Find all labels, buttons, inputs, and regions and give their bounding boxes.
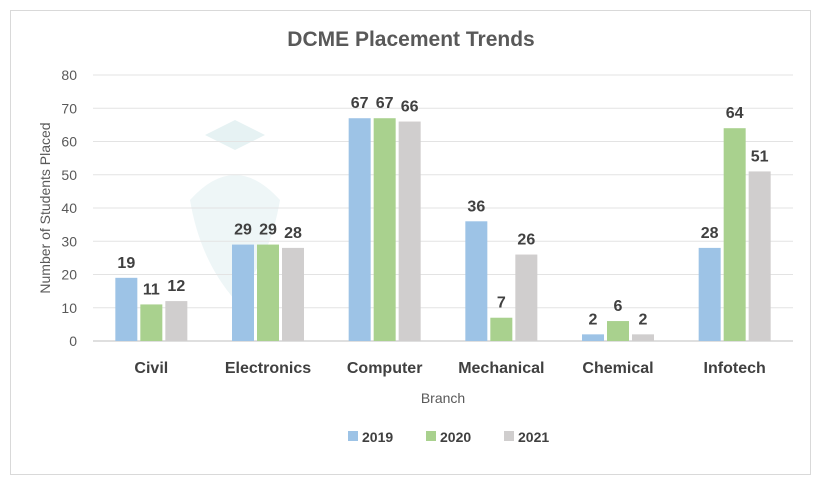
legend-label-2021: 2021 xyxy=(518,429,549,445)
y-tick-label: 10 xyxy=(61,300,77,316)
chart-frame xyxy=(10,10,811,475)
bar-2021-chemical xyxy=(632,334,654,341)
bar-2020-computer xyxy=(373,118,396,341)
data-label: 11 xyxy=(143,281,160,298)
bar-2019-electronics xyxy=(232,244,254,341)
x-tick-label: Mechanical xyxy=(458,360,544,377)
data-label: 28 xyxy=(701,225,719,242)
y-tick-label: 20 xyxy=(61,267,77,283)
y-tick-label: 30 xyxy=(61,233,77,249)
bar-2020-electronics xyxy=(257,244,279,341)
x-tick-label: Electronics xyxy=(225,360,311,377)
data-label: 29 xyxy=(234,222,252,239)
x-axis-label: Branch xyxy=(421,390,465,406)
bar-2019-chemical xyxy=(582,334,604,341)
data-label: 12 xyxy=(167,278,185,295)
data-label: 67 xyxy=(351,95,369,112)
bar-2020-mechanical xyxy=(490,317,513,341)
chart-title: DCME Placement Trends xyxy=(287,28,534,51)
x-tick-label: Chemical xyxy=(582,360,653,377)
y-axis-label: Number of Students Placed xyxy=(37,122,53,293)
bar-2020-chemical xyxy=(607,321,629,341)
data-label: 29 xyxy=(259,222,277,239)
data-label: 64 xyxy=(726,105,744,122)
bar-2021-computer xyxy=(398,121,421,341)
data-label: 28 xyxy=(284,225,302,242)
y-tick-label: 80 xyxy=(61,67,77,83)
bar-2021-electronics xyxy=(282,247,304,341)
watermark-logo xyxy=(190,120,280,300)
legend-label-2020: 2020 xyxy=(440,429,471,445)
bar-2019-mechanical xyxy=(465,221,488,341)
bar-2020-civil xyxy=(140,304,163,341)
bar-2019-computer xyxy=(348,118,371,341)
bar-2019-infotech xyxy=(698,247,721,341)
bar-2021-infotech xyxy=(748,171,771,341)
data-label: 7 xyxy=(497,295,506,312)
y-tick-label: 40 xyxy=(61,200,77,216)
y-tick-label: 60 xyxy=(61,134,77,150)
data-label: 51 xyxy=(751,148,769,165)
y-tick-label: 50 xyxy=(61,167,77,183)
legend-swatch-2019 xyxy=(348,431,358,441)
data-label: 66 xyxy=(401,99,419,116)
data-label: 2 xyxy=(589,311,598,328)
legend-label-2019: 2019 xyxy=(362,429,393,445)
legend-swatch-2021 xyxy=(504,431,514,441)
legend-swatch-2020 xyxy=(426,431,436,441)
data-label: 36 xyxy=(467,198,485,215)
data-label: 67 xyxy=(376,95,394,112)
y-tick-label: 0 xyxy=(69,333,77,349)
x-tick-label: Infotech xyxy=(704,360,766,377)
data-label: 26 xyxy=(517,232,535,249)
bar-2021-mechanical xyxy=(515,254,538,341)
y-tick-label: 70 xyxy=(61,100,77,116)
data-label: 19 xyxy=(117,255,135,272)
bar-2019-civil xyxy=(115,277,138,341)
x-tick-label: Civil xyxy=(134,360,168,377)
data-label: 2 xyxy=(639,311,648,328)
bar-2020-infotech xyxy=(723,128,746,341)
data-label: 6 xyxy=(614,298,623,315)
x-tick-label: Computer xyxy=(347,360,423,377)
bar-2021-civil xyxy=(165,301,188,341)
